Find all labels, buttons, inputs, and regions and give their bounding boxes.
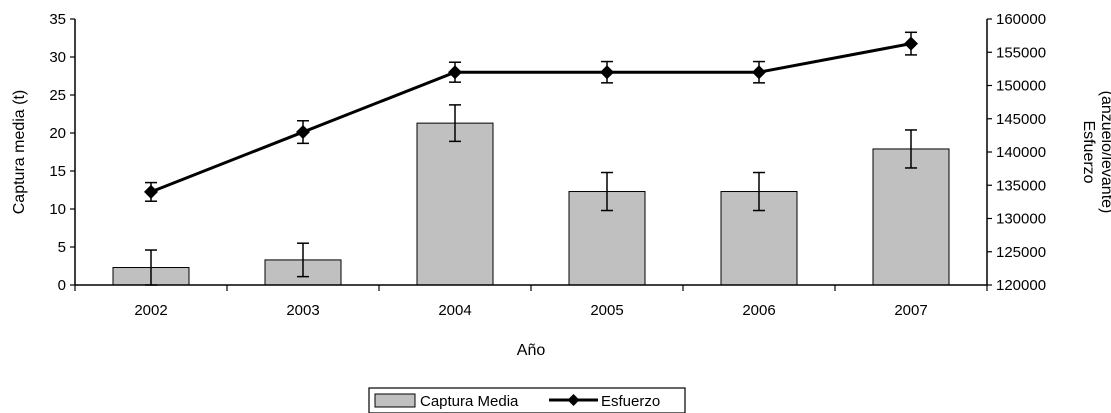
x-axis-title: Año [517, 342, 546, 359]
bar-error-2004 [449, 104, 461, 143]
line-point-2007 [904, 36, 918, 51]
legend: Captura Media Esfuerzo [368, 387, 686, 413]
legend-swatch-captura [374, 393, 416, 408]
line-point-2005 [600, 65, 614, 80]
bar-error-2003 [297, 242, 309, 278]
y-ticks-right: 120000 125000 130000 135000 140000 145000 1500… [987, 11, 1046, 294]
esfuerzo-line [150, 42, 912, 194]
legend-label-esfuerzo: Esfuerzo [601, 393, 660, 410]
bar-series [112, 122, 950, 286]
line-point-2002 [144, 184, 158, 199]
line-point-2004 [448, 65, 462, 80]
y-tick-right-label: 150000 [996, 78, 1046, 95]
y-tick-left-label: 10 [49, 201, 66, 218]
bar-error-bars [145, 104, 917, 286]
legend-label-captura: Captura Media [420, 393, 519, 410]
y-axis-left-title: Captura media (t) [11, 90, 28, 215]
bar-error-2006 [753, 171, 765, 212]
y-tick-right-label: 155000 [996, 44, 1046, 61]
y-axis-right-title-line2: (anzuelo/levante) [1098, 91, 1111, 214]
x-tick-label-2004: 2004 [438, 302, 471, 319]
x-tick-label-2002: 2002 [134, 302, 167, 319]
y-tick-left-label: 35 [49, 11, 66, 28]
y-tick-right-label: 140000 [996, 144, 1046, 161]
y-tick-right-label: 130000 [996, 211, 1046, 228]
y-tick-right-label: 160000 [996, 11, 1046, 28]
legend-marker-esfuerzo [567, 394, 580, 406]
x-tick-label-2005: 2005 [590, 302, 623, 319]
y-tick-right-label: 145000 [996, 111, 1046, 128]
line-points [144, 36, 918, 199]
bar-error-2007 [905, 129, 917, 169]
line-point-2003 [296, 125, 310, 140]
x-tick-label-2003: 2003 [286, 302, 319, 319]
y-tick-left-label: 5 [58, 239, 66, 256]
axes [74, 19, 988, 286]
line-point-2006 [752, 65, 766, 80]
y-tick-right-label: 125000 [996, 244, 1046, 261]
y-tick-right-label: 120000 [996, 277, 1046, 294]
bar-error-2005 [601, 171, 613, 212]
y-axis-right-title-line1: Esfuerzo [1080, 120, 1097, 183]
bar-captura-2007 [872, 148, 950, 286]
y-tick-left-label: 0 [58, 277, 66, 294]
bar-captura-2004 [416, 122, 494, 286]
y-ticks-left: 0 5 10 15 20 25 30 35 [49, 11, 75, 294]
x-tick-label-2006: 2006 [742, 302, 775, 319]
legend-box [368, 387, 686, 413]
line-error-bars [145, 31, 917, 202]
y-tick-left-label: 20 [49, 125, 66, 142]
y-tick-left-label: 30 [49, 49, 66, 66]
x-ticks: 2002 2003 2004 2005 2006 2007 [74, 285, 988, 319]
y-tick-right-label: 135000 [996, 177, 1046, 194]
y-tick-left-label: 25 [49, 87, 66, 104]
x-tick-label-2007: 2007 [894, 302, 927, 319]
y-tick-left-label: 15 [49, 163, 66, 180]
